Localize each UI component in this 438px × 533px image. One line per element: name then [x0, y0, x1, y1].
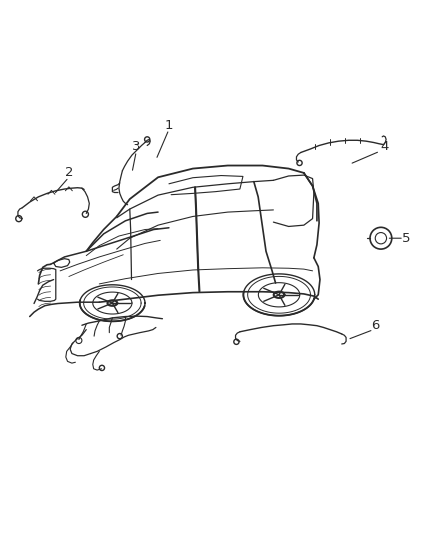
- Text: 5: 5: [402, 232, 410, 245]
- Text: 1: 1: [165, 118, 173, 132]
- Text: 4: 4: [380, 140, 389, 154]
- Text: 6: 6: [371, 319, 380, 332]
- Text: 2: 2: [64, 166, 73, 180]
- Text: 3: 3: [132, 140, 141, 154]
